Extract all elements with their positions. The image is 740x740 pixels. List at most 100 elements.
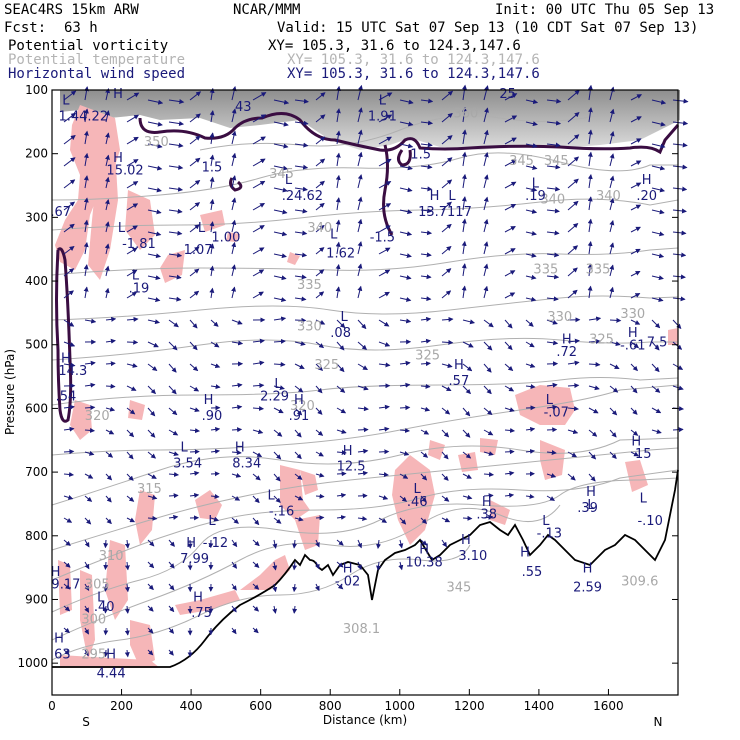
wind-arrow bbox=[252, 158, 266, 167]
wind-arrow bbox=[335, 197, 341, 211]
wind-arrow bbox=[378, 341, 391, 347]
wind-arrow bbox=[105, 132, 110, 145]
wind-arrow bbox=[609, 108, 615, 123]
extremum-label: -.10 bbox=[637, 514, 662, 529]
wind-arrow bbox=[399, 275, 412, 280]
wind-arrow bbox=[189, 157, 201, 167]
wind-arrow bbox=[587, 107, 593, 123]
wind-arrow bbox=[147, 515, 158, 521]
wind-arrow bbox=[546, 296, 559, 302]
wind-arrow bbox=[315, 180, 325, 189]
wind-arrow bbox=[124, 649, 130, 658]
wind-arrow bbox=[126, 517, 136, 523]
wind-arrow bbox=[252, 605, 260, 612]
wind-arrow bbox=[376, 539, 381, 550]
theta-label: 335 bbox=[533, 262, 558, 277]
wind-arrow bbox=[273, 451, 282, 460]
wind-arrow bbox=[378, 269, 391, 277]
extremum-label: H bbox=[186, 536, 196, 551]
wind-arrow bbox=[84, 86, 89, 101]
extremum-label: 1.07 bbox=[184, 243, 213, 258]
wind-arrow bbox=[105, 473, 113, 481]
wind-arrow bbox=[504, 159, 517, 167]
x-tick-label: 200 bbox=[110, 699, 133, 713]
wind-arrow bbox=[273, 253, 287, 259]
wind-arrow bbox=[273, 429, 283, 437]
x-tick-label: 1200 bbox=[454, 699, 485, 713]
wind-arrow bbox=[189, 179, 201, 189]
wind-arrow bbox=[83, 130, 89, 145]
wind-arrow bbox=[483, 407, 493, 416]
wind-arrow bbox=[189, 407, 200, 413]
wind-arrow bbox=[462, 341, 474, 348]
wind-arrow bbox=[83, 241, 89, 255]
wind-arrow bbox=[336, 539, 344, 546]
wind-arrow bbox=[294, 230, 308, 236]
wind-arrow bbox=[378, 404, 390, 410]
wind-arrow bbox=[567, 134, 580, 145]
wind-arrow bbox=[292, 583, 298, 593]
wind-arrow bbox=[189, 290, 200, 299]
wind-arrow bbox=[441, 451, 449, 460]
y-tick-label: 600 bbox=[25, 401, 48, 415]
wind-arrow bbox=[357, 151, 363, 167]
wind-arrow bbox=[103, 539, 109, 549]
wind-arrow bbox=[336, 514, 347, 520]
theta-label: 325 bbox=[314, 358, 339, 373]
wind-arrow bbox=[609, 175, 615, 189]
wind-arrow bbox=[105, 316, 117, 322]
wind-arrow bbox=[504, 470, 515, 476]
wind-arrow bbox=[462, 451, 472, 459]
wind-arrow bbox=[147, 187, 162, 193]
wind-arrow bbox=[588, 339, 601, 344]
wind-arrow bbox=[630, 293, 641, 299]
theta-contour bbox=[51, 295, 679, 321]
wind-arrow bbox=[399, 253, 412, 259]
wind-arrow bbox=[376, 561, 382, 571]
theta-label: 305 bbox=[85, 578, 110, 593]
wind-arrow bbox=[567, 383, 580, 389]
wind-arrow bbox=[461, 173, 467, 189]
extremum-label: .40 bbox=[94, 600, 115, 615]
pink-region bbox=[295, 515, 320, 550]
wind-arrow bbox=[147, 99, 164, 105]
theta-label: 335 bbox=[586, 262, 611, 277]
wind-arrow bbox=[63, 290, 74, 299]
wind-arrow bbox=[63, 223, 75, 233]
wind-arrow bbox=[525, 230, 537, 236]
wind-arrow bbox=[651, 187, 666, 193]
theta-label: 340 bbox=[307, 221, 332, 236]
wind-arrow bbox=[672, 252, 687, 258]
y-tick-label: 300 bbox=[25, 210, 48, 224]
wind-arrow bbox=[609, 130, 615, 145]
wind-arrow bbox=[630, 270, 641, 277]
extremum-label: .19 bbox=[129, 281, 150, 296]
wind-arrow bbox=[483, 218, 489, 233]
wind-arrow bbox=[504, 319, 513, 329]
wind-arrow bbox=[441, 473, 449, 481]
wind-arrow bbox=[105, 154, 110, 167]
wind-arrow bbox=[252, 517, 260, 526]
theta-contour bbox=[51, 469, 679, 581]
wind-arrow bbox=[147, 627, 154, 634]
wind-arrow bbox=[315, 224, 325, 233]
wind-arrow bbox=[420, 274, 432, 280]
wind-arrow bbox=[420, 383, 431, 389]
wind-arrow bbox=[588, 385, 600, 391]
wind-arrow bbox=[252, 338, 265, 344]
extremum-label: -.13 bbox=[537, 527, 562, 542]
theta-contour bbox=[51, 152, 678, 201]
wind-arrow bbox=[651, 363, 660, 373]
wind-arrow bbox=[315, 136, 326, 145]
wind-arrow bbox=[399, 360, 411, 366]
wind-arrow bbox=[399, 99, 414, 105]
extremum-label: L bbox=[448, 189, 456, 204]
legend-wind-name: Horizontal wind speed bbox=[8, 66, 186, 82]
wind-arrow bbox=[231, 319, 243, 325]
wind-arrow bbox=[546, 450, 557, 456]
wind-arrow bbox=[651, 209, 665, 215]
extremum-label: H bbox=[628, 326, 638, 341]
extremum-label: .20 bbox=[636, 189, 657, 204]
wind-arrow bbox=[546, 208, 560, 214]
wind-arrow bbox=[147, 583, 154, 591]
